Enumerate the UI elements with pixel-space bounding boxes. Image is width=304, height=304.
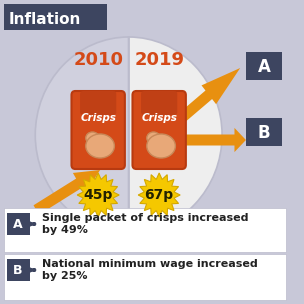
FancyBboxPatch shape <box>246 118 282 146</box>
Text: 2010: 2010 <box>73 51 123 69</box>
FancyArrow shape <box>33 170 100 215</box>
Text: National minimum wage increased: National minimum wage increased <box>42 259 258 269</box>
FancyBboxPatch shape <box>71 91 125 169</box>
Text: Single packet of crisps increased: Single packet of crisps increased <box>42 213 248 223</box>
Wedge shape <box>129 37 222 233</box>
Text: 67p: 67p <box>145 188 174 202</box>
FancyBboxPatch shape <box>141 91 177 115</box>
Ellipse shape <box>86 134 114 158</box>
FancyBboxPatch shape <box>7 213 29 235</box>
Polygon shape <box>138 173 180 217</box>
Text: by 49%: by 49% <box>42 225 88 235</box>
Text: Crisps: Crisps <box>141 113 177 123</box>
Ellipse shape <box>147 132 160 144</box>
FancyBboxPatch shape <box>4 4 107 30</box>
Wedge shape <box>35 37 129 233</box>
Text: Inflation: Inflation <box>9 12 81 26</box>
Text: 45p: 45p <box>84 188 113 202</box>
Text: by 25%: by 25% <box>42 271 88 281</box>
Text: A: A <box>13 217 23 230</box>
Text: 2019: 2019 <box>134 51 184 69</box>
FancyBboxPatch shape <box>133 91 186 169</box>
FancyBboxPatch shape <box>4 254 286 300</box>
FancyBboxPatch shape <box>246 52 282 80</box>
Ellipse shape <box>147 134 175 158</box>
Text: Crisps: Crisps <box>80 113 116 123</box>
Text: B: B <box>13 264 23 277</box>
FancyBboxPatch shape <box>4 208 286 252</box>
FancyBboxPatch shape <box>7 259 29 281</box>
FancyArrow shape <box>135 68 240 159</box>
FancyBboxPatch shape <box>80 91 116 115</box>
FancyArrow shape <box>143 128 246 152</box>
Text: B: B <box>258 124 270 142</box>
Polygon shape <box>77 173 119 217</box>
Text: A: A <box>257 58 271 76</box>
Ellipse shape <box>86 132 99 144</box>
